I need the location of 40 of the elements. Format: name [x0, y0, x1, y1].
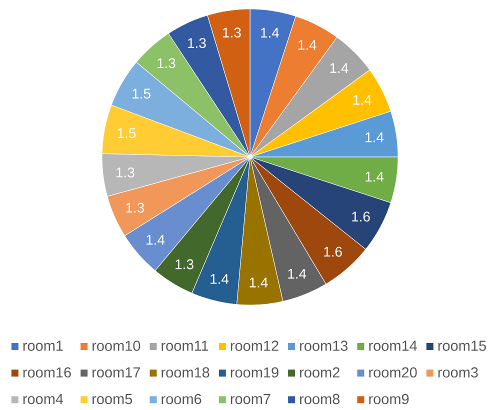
legend-label: room19 — [230, 367, 278, 378]
data-label: 1.4 — [210, 274, 229, 284]
data-label: 1.3 — [126, 202, 144, 213]
data-label: 1.6 — [352, 212, 370, 222]
legend-label: room18 — [162, 367, 210, 378]
data-label: 1.4 — [261, 28, 279, 38]
legend-label: room6 — [162, 394, 202, 404]
data-label: 1.4 — [288, 268, 306, 279]
legend-label: room5 — [92, 394, 132, 404]
legend-label: room1 — [23, 340, 63, 351]
legend-label: room13 — [300, 340, 348, 351]
legend-label: room9 — [369, 394, 409, 404]
legend-label: room3 — [438, 367, 478, 378]
data-label: 1.4 — [298, 40, 316, 50]
data-label: 1.6 — [324, 246, 342, 257]
legend-label: room14 — [369, 340, 417, 351]
legend-label: room12 — [230, 340, 278, 351]
legend-label: room15 — [438, 340, 486, 351]
legend-label: room4 — [23, 394, 64, 404]
data-label: 1.4 — [366, 132, 384, 142]
legend-label: room16 — [23, 367, 71, 378]
data-label: 1.3 — [188, 38, 206, 48]
data-label: 1.4 — [330, 63, 348, 73]
legend-label: room11 — [162, 340, 208, 351]
data-label: 1.3 — [116, 168, 134, 178]
legend-label: room10 — [92, 340, 140, 351]
legend-label: room8 — [300, 394, 340, 404]
legend-label: room17 — [92, 367, 140, 378]
data-label: 1.5 — [132, 88, 150, 99]
data-label: 1.4 — [146, 234, 165, 245]
legend-label: room7 — [230, 394, 270, 404]
data-label: 1.3 — [176, 259, 194, 270]
data-label: 1.3 — [223, 28, 241, 38]
data-label: 1.4 — [366, 172, 384, 182]
legend-label: room20 — [369, 367, 417, 378]
data-label: 1.4 — [353, 95, 372, 105]
data-label: 1.4 — [250, 278, 268, 288]
data-label: 1.5 — [118, 128, 136, 138]
data-label: 1.3 — [158, 58, 176, 68]
legend-label: room2 — [300, 367, 340, 378]
